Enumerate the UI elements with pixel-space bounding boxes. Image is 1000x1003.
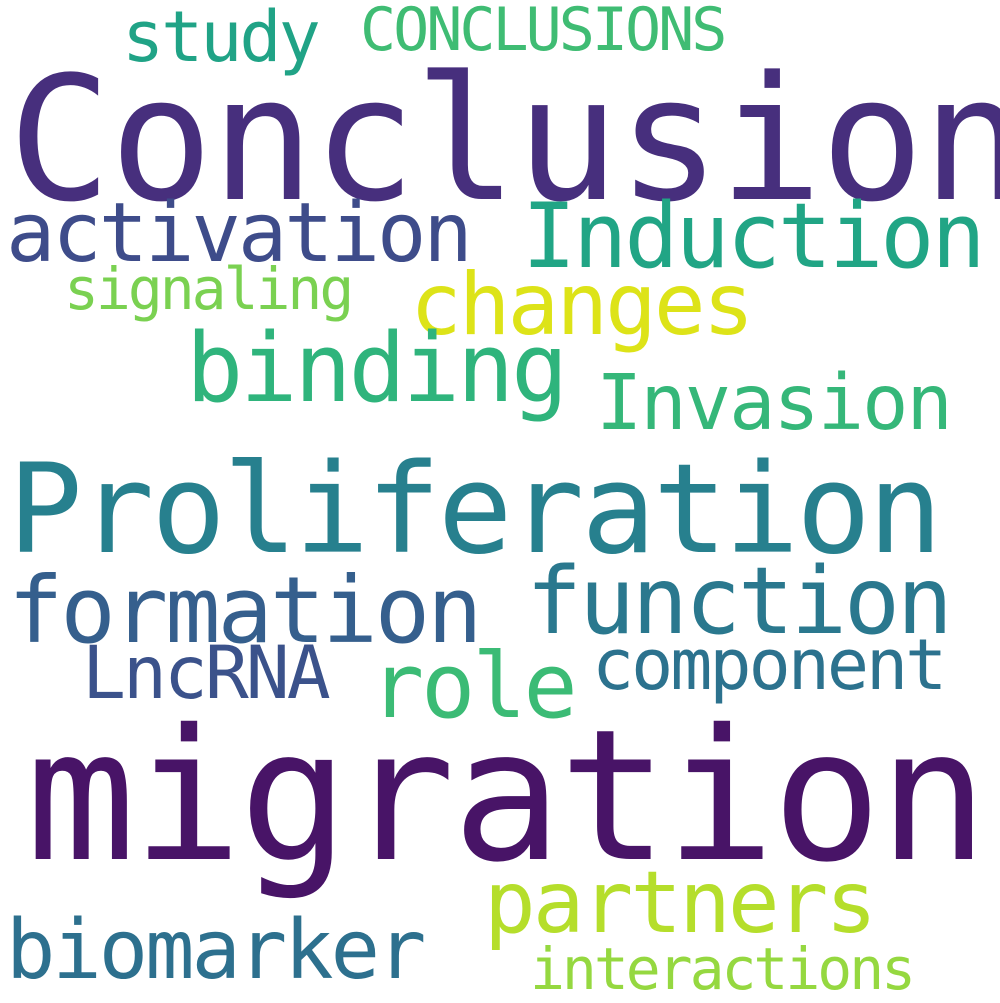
word-lncrna: LncRNA [82, 631, 331, 716]
word-conclusion: Conclusion [8, 39, 1000, 240]
word-study: study [122, 0, 321, 78]
word-migration: migration [26, 690, 988, 902]
word-formation: formation [8, 557, 482, 664]
word-signaling: signaling [64, 255, 354, 323]
word-induction: Induction [522, 184, 986, 289]
word-activation: activation [6, 186, 473, 281]
word-interactions: interactions [530, 935, 916, 1003]
word-invasion: Invasion [596, 359, 953, 448]
word-conclusions: CONCLUSIONS [360, 0, 727, 65]
word-component: component [592, 624, 947, 706]
word-role: role [370, 634, 578, 739]
word-function: function [526, 547, 953, 655]
word-biomarker: biomarker [6, 903, 426, 998]
word-binding: binding [186, 314, 568, 424]
word-proliferation: Proliferation [8, 438, 943, 582]
word-changes: changes [410, 255, 754, 355]
word-partners: partners [484, 853, 877, 953]
